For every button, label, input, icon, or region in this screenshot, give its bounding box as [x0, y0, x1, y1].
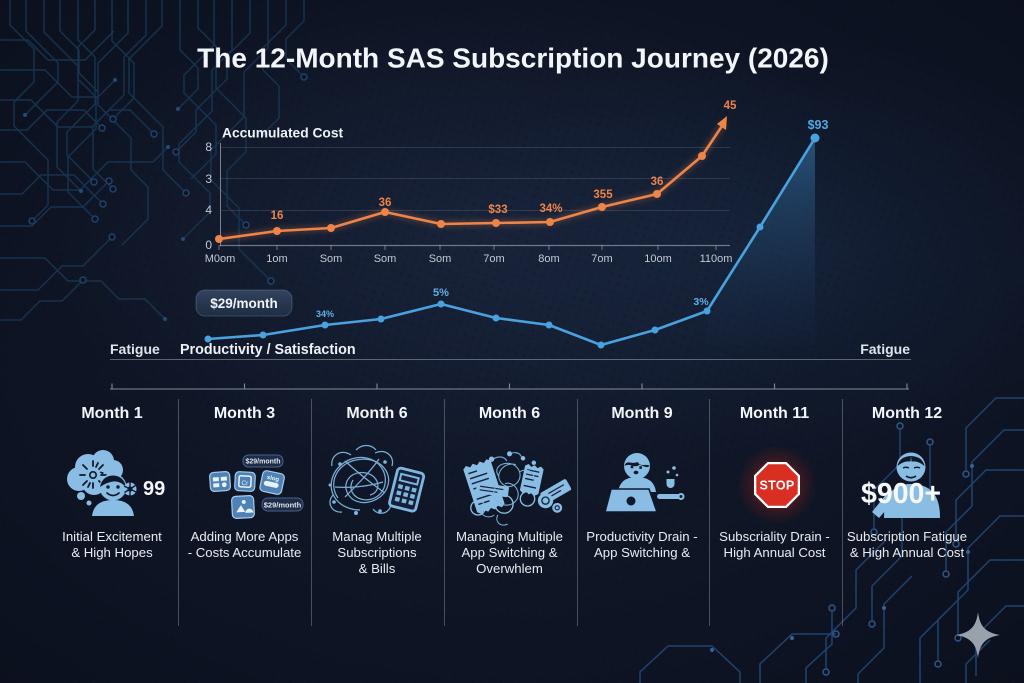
svg-text:99: 99: [143, 478, 165, 500]
svg-text:Productivity Drain -: Productivity Drain -: [586, 529, 697, 544]
svg-text:High Annual Cost: High Annual Cost: [724, 545, 826, 560]
svg-text:& Bills: & Bills: [359, 561, 396, 576]
svg-text:$29/month: $29/month: [210, 296, 278, 311]
svg-text:Overwhlem: Overwhlem: [476, 561, 543, 576]
svg-text:App Switching &: App Switching &: [461, 545, 557, 560]
svg-text:36: 36: [379, 197, 392, 209]
svg-text:8om: 8om: [538, 253, 559, 265]
svg-text:5%: 5%: [433, 287, 449, 299]
svg-text:45: 45: [724, 100, 737, 112]
svg-text:Som: Som: [320, 253, 343, 265]
svg-text:& High Hopes: & High Hopes: [71, 545, 153, 560]
svg-text:Month 3: Month 3: [214, 405, 275, 422]
svg-text:3: 3: [205, 172, 212, 186]
svg-text:0: 0: [205, 238, 212, 252]
svg-text:Som: Som: [374, 253, 397, 265]
svg-text:Manag Multiple: Manag Multiple: [332, 529, 421, 544]
svg-text:Month 9: Month 9: [611, 405, 672, 422]
svg-text:& High Annual Cost: & High Annual Cost: [850, 545, 965, 560]
svg-text:$900+: $900+: [861, 478, 941, 510]
svg-text:Subscription Fatigue: Subscription Fatigue: [847, 529, 967, 544]
svg-text:STOP: STOP: [759, 479, 794, 493]
svg-text:$33: $33: [488, 204, 507, 216]
svg-text:Month 6: Month 6: [346, 405, 407, 422]
svg-text:10om: 10om: [644, 253, 672, 265]
svg-text:Initial Excitement: Initial Excitement: [62, 529, 162, 544]
svg-text:16: 16: [271, 210, 284, 222]
svg-text:4: 4: [205, 203, 212, 217]
svg-text:Managing Multiple: Managing Multiple: [456, 529, 563, 544]
svg-text:110om: 110om: [700, 253, 733, 265]
svg-text:34%: 34%: [316, 309, 334, 319]
svg-text:$29/month: $29/month: [264, 501, 302, 510]
svg-text:34%: 34%: [539, 203, 562, 215]
svg-text:$93: $93: [808, 118, 829, 132]
svg-text:Cr: Cr: [241, 480, 249, 487]
svg-text:355: 355: [593, 189, 613, 201]
svg-text:7om: 7om: [483, 253, 504, 265]
svg-text:Fatigue: Fatigue: [110, 341, 160, 357]
svg-text:Subscriptions: Subscriptions: [337, 545, 417, 560]
svg-text:Subscriality Drain -: Subscriality Drain -: [719, 529, 830, 544]
svg-text:8: 8: [205, 140, 212, 154]
svg-text:- Costs Accumulate: - Costs Accumulate: [188, 545, 302, 560]
svg-text:App Switching &: App Switching &: [594, 545, 690, 560]
svg-text:1om: 1om: [266, 253, 287, 265]
svg-text:Adding More Apps: Adding More Apps: [191, 529, 299, 544]
svg-text:Som: Som: [429, 253, 452, 265]
svg-text:slog: slog: [266, 475, 280, 484]
svg-text:Productivity / Satisfaction: Productivity / Satisfaction: [180, 342, 356, 358]
svg-text:Month 11: Month 11: [740, 405, 809, 422]
svg-text:36: 36: [651, 176, 664, 188]
svg-text:$29/month: $29/month: [245, 459, 280, 466]
svg-text:Month 12: Month 12: [872, 405, 942, 422]
svg-text:Month 6: Month 6: [479, 405, 540, 422]
svg-text:Accumulated Cost: Accumulated Cost: [222, 126, 344, 141]
svg-text:Fatigue: Fatigue: [860, 341, 910, 357]
svg-text:Month 1: Month 1: [81, 405, 142, 422]
svg-text:3%: 3%: [693, 296, 709, 308]
svg-text:M0om: M0om: [205, 253, 236, 265]
svg-text:7om: 7om: [591, 253, 612, 265]
svg-text:The 12-Month SAS Subscription: The 12-Month SAS Subscription Journey (2…: [197, 43, 829, 74]
